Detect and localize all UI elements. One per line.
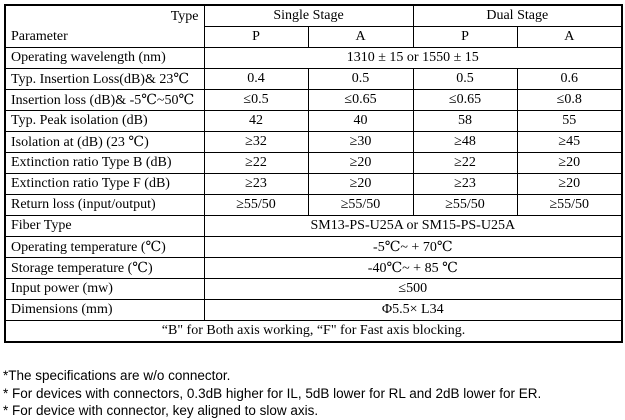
cell-value: ≤0.5 — [203, 89, 309, 111]
row-span-value: -40℃~ + 85 ℃ — [203, 257, 623, 279]
subcolumn-single-p: P — [203, 26, 309, 48]
table-row: Insertion loss (dB)& -5℃~50℃ ≤0.5 ≤0.65 … — [4, 89, 623, 111]
table-row: Storage temperature (℃) -40℃~ + 85 ℃ — [4, 257, 623, 279]
row-span-value: ≤500 — [203, 278, 623, 300]
cell-value: ≥20 — [516, 152, 623, 174]
footnote: *The specifications are w/o connector. — [3, 368, 231, 383]
table-row: Typ. Insertion Loss(dB)& 23℃ 0.4 0.5 0.5… — [4, 68, 623, 90]
cell-value: ≥20 — [516, 173, 623, 195]
table-row: Typ. Peak isolation (dB) 42 40 58 55 — [4, 110, 623, 132]
footnote: * For device with connector, key aligned… — [3, 403, 319, 418]
cell-value: ≤0.65 — [412, 89, 518, 111]
cell-value: ≥20 — [307, 152, 414, 174]
axis-note: “B" for Both axis working, “F" for Fast … — [4, 320, 623, 343]
cell-value: 42 — [203, 110, 309, 132]
footnote: * For devices with connectors, 0.3dB hig… — [3, 385, 542, 401]
column-group-dual-stage: Dual Stage — [412, 4, 623, 27]
cell-value: ≤0.8 — [516, 89, 623, 111]
cell-value: 0.4 — [203, 68, 309, 90]
row-label: Fiber Type — [4, 215, 205, 237]
cell-value: ≥23 — [412, 173, 518, 195]
row-label: Extinction ratio Type F (dB) — [4, 173, 205, 195]
cell-value: ≤0.65 — [307, 89, 414, 111]
column-group-single-stage: Single Stage — [203, 4, 414, 27]
row-label: Isolation at (dB) (23 ℃) — [4, 131, 205, 153]
row-span-value: -5℃~ + 70℃ — [203, 236, 623, 258]
cell-value: 58 — [412, 110, 518, 132]
cell-value: ≥20 — [307, 173, 414, 195]
subcolumn-dual-p: P — [412, 26, 518, 48]
footnotes: *The specifications are w/o connector. *… — [3, 367, 623, 420]
row-label: Typ. Peak isolation (dB) — [4, 110, 205, 132]
cell-value: ≥55/50 — [516, 194, 623, 216]
cell-value: ≥55/50 — [412, 194, 518, 216]
table-row: Return loss (input/output) ≥55/50 ≥55/50… — [4, 194, 623, 216]
row-span-value: Φ5.5× L34 — [203, 299, 623, 321]
row-span-value: 1310 ± 15 or 1550 ± 15 — [203, 47, 623, 69]
table-row: Operating temperature (℃) -5℃~ + 70℃ — [4, 236, 623, 258]
cell-value: 0.5 — [412, 68, 518, 90]
type-header-label: Type — [170, 8, 199, 24]
row-label: Operating wavelength (nm) — [4, 47, 205, 69]
cell-value: ≥32 — [203, 131, 309, 153]
header-row-subcolumns: P A P A — [5, 26, 623, 48]
cell-value: 0.6 — [516, 68, 623, 90]
cell-value: 40 — [307, 110, 414, 132]
table-row: Input power (mw) ≤500 — [4, 278, 623, 300]
table-row: Extinction ratio Type B (dB) ≥22 ≥20 ≥22… — [4, 152, 623, 174]
row-span-value: SM13-PS-U25A or SM15-PS-U25A — [203, 215, 623, 237]
row-label: Dimensions (mm) — [4, 299, 205, 321]
subcolumn-dual-a: A — [516, 26, 623, 48]
subcolumn-single-a: A — [307, 26, 414, 48]
cell-value: ≥55/50 — [307, 194, 414, 216]
table-note-row: “B" for Both axis working, “F" for Fast … — [4, 320, 623, 343]
cell-value: ≥22 — [412, 152, 518, 174]
cell-value: ≥23 — [203, 173, 309, 195]
table-row: Isolation at (dB) (23 ℃) ≥32 ≥30 ≥48 ≥45 — [4, 131, 623, 153]
row-label: Insertion loss (dB)& -5℃~50℃ — [4, 89, 205, 111]
row-label: Operating temperature (℃) — [4, 236, 205, 258]
cell-value: ≥22 — [203, 152, 309, 174]
cell-value: 55 — [516, 110, 623, 132]
cell-value: ≥45 — [516, 131, 623, 153]
cell-value: ≥30 — [307, 131, 414, 153]
cell-value: ≥48 — [412, 131, 518, 153]
table-row: Fiber Type SM13-PS-U25A or SM15-PS-U25A — [4, 215, 623, 237]
row-label: Input power (mw) — [4, 278, 205, 300]
spec-table-container: Type Parameter Single Stage Dual Stage P… — [4, 4, 624, 343]
corner-header-cell: Type Parameter — [4, 4, 205, 48]
table-row: Dimensions (mm) Φ5.5× L34 — [4, 299, 623, 321]
row-label: Typ. Insertion Loss(dB)& 23℃ — [4, 68, 205, 90]
spec-table: Type Parameter Single Stage Dual Stage P… — [4, 4, 624, 343]
table-row: Extinction ratio Type F (dB) ≥23 ≥20 ≥23… — [4, 173, 623, 195]
row-label: Storage temperature (℃) — [4, 257, 205, 279]
parameter-header-label: Parameter — [11, 28, 68, 44]
row-label: Return loss (input/output) — [4, 194, 205, 216]
table-row: Operating wavelength (nm) 1310 ± 15 or 1… — [4, 47, 623, 69]
header-row-groups: Type Parameter Single Stage Dual Stage — [4, 4, 623, 48]
row-label: Extinction ratio Type B (dB) — [4, 152, 205, 174]
cell-value: 0.5 — [307, 68, 414, 90]
cell-value: ≥55/50 — [203, 194, 309, 216]
